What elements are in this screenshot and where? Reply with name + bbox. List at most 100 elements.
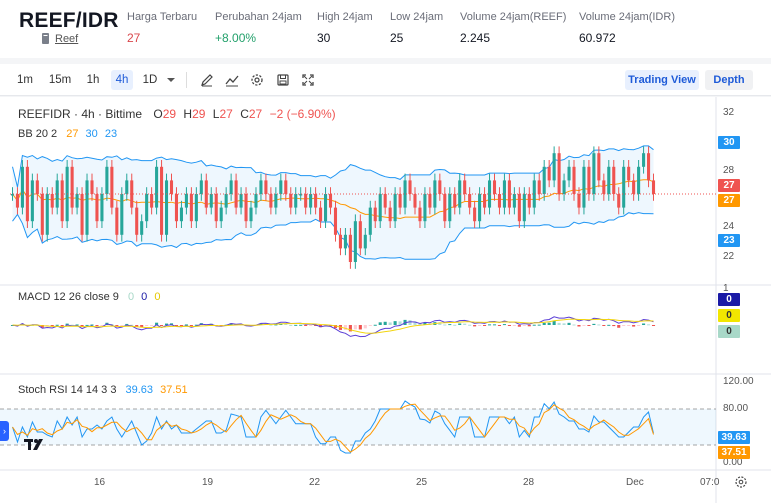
macd-hist-bar [194,324,198,326]
stoch-band-fill [0,409,716,445]
collapse-panel-button[interactable]: › [0,421,9,441]
settings-gear-icon[interactable] [249,72,265,88]
chart-toolbar: 1m 15m 1h 4h 1D Trading View Depth [0,64,771,96]
macd-hist-bar [642,323,646,325]
bb-legend[interactable]: BB 20 2 27 30 23 [18,128,117,140]
macd-hist-bar [363,325,367,329]
macd-hist-bar [140,325,144,328]
candle [473,207,477,222]
stat-value: 30 [317,31,331,45]
stoch-legend[interactable]: Stoch RSI 14 14 3 3 39.63 37.51 [18,384,188,396]
candle [189,194,193,222]
time-tick: 19 [202,477,214,488]
candle [10,194,15,196]
candle [552,153,556,181]
candle [120,194,124,235]
candle [443,194,447,222]
macd-hist-bar [582,325,586,326]
chart-canvas[interactable] [0,97,771,503]
stat-last: Harga Terbaru 27 [127,11,197,45]
candle [557,153,561,194]
macd-hist-bar [135,325,139,328]
candle [512,194,516,208]
macd-hist-bar [65,323,69,325]
macd-hist-bar [125,323,129,325]
macd-signal-value: 0 [154,291,161,303]
timeframe-1m[interactable]: 1m [17,74,33,86]
bb-basis: 27 [66,128,79,140]
macd-hist-bar [299,324,303,326]
stoch-k-badge: 39.63 [718,431,750,444]
settings-gear-icon[interactable] [733,474,749,490]
candle [110,166,114,208]
candle [577,194,581,208]
trading-view-button[interactable]: Trading View [625,70,699,90]
chart-area[interactable]: REEFIDR · 4h · Bittime O29 H29 L27 C27 −… [0,97,771,503]
candle [299,194,303,196]
candle [338,234,342,249]
candle [602,180,606,194]
macd-hist-bar [373,324,377,326]
candle [497,194,502,208]
stoch-name: Stoch RSI 14 14 3 3 [18,384,117,396]
stat-vol_idr: Volume 24jam(IDR) 60.972 [579,11,675,45]
macd-hist-bar [85,324,89,326]
save-icon[interactable] [275,72,291,88]
timeframe-4h[interactable]: 4h [111,70,133,90]
candle [328,194,333,208]
macd-hist-bar [120,325,124,326]
macd-hist-bar [413,321,417,325]
chevron-down-icon[interactable] [166,75,176,85]
candle [651,180,656,194]
macd-hist: 0 [127,291,135,303]
candle [527,194,531,208]
candle [319,207,323,222]
bb-upper-line [12,145,654,188]
depth-button[interactable]: Depth [705,70,753,90]
candle [408,180,412,194]
timeframe-1h[interactable]: 1h [86,74,100,86]
timeframe-1d[interactable]: 1D [142,74,158,86]
candle [333,207,338,235]
macd-hist-bar [169,323,174,325]
macd-hist-bar [542,322,546,325]
stoch-tick: 0.00 [723,457,743,468]
macd-hist-bar [577,325,581,327]
candle [40,194,44,235]
macd-legend[interactable]: MACD 12 26 close 9 0 0 0 [18,291,160,303]
candle [383,194,387,208]
macd-hist-bar [512,325,516,326]
indicators-icon[interactable] [224,72,240,88]
macd-hist-bar [487,324,492,326]
macd-hist-bar [314,325,318,326]
macd-hist-bar [567,322,571,325]
candle [617,194,621,208]
candle [567,166,571,181]
fullscreen-icon[interactable] [300,72,316,88]
candle [343,234,347,249]
candle [160,166,164,235]
candle [155,166,159,208]
candle [418,207,422,222]
macd-hist-bar [527,325,531,327]
candle [478,194,482,222]
macd-hist-bar [179,325,183,326]
stat-vol_reef: Volume 24jam(REEF) 2.245 [460,11,566,45]
candle [642,153,646,167]
draw-pencil-icon[interactable] [199,72,215,88]
candle [90,180,94,194]
macd-hist-bar [189,325,193,326]
macd-hist-bar [174,325,179,326]
timeframe-15m[interactable]: 15m [48,74,72,86]
macd-hist-bar [617,325,621,328]
candle [637,166,641,194]
candle [627,166,631,181]
bb-lower-badge: 23 [718,234,740,247]
candle [572,166,576,194]
coin-link[interactable]: Reef [55,33,79,45]
candle [80,194,84,235]
macd-hist-bar [155,322,159,325]
candle [324,194,328,222]
macd-hist-bar [483,325,487,326]
candle [348,234,352,262]
